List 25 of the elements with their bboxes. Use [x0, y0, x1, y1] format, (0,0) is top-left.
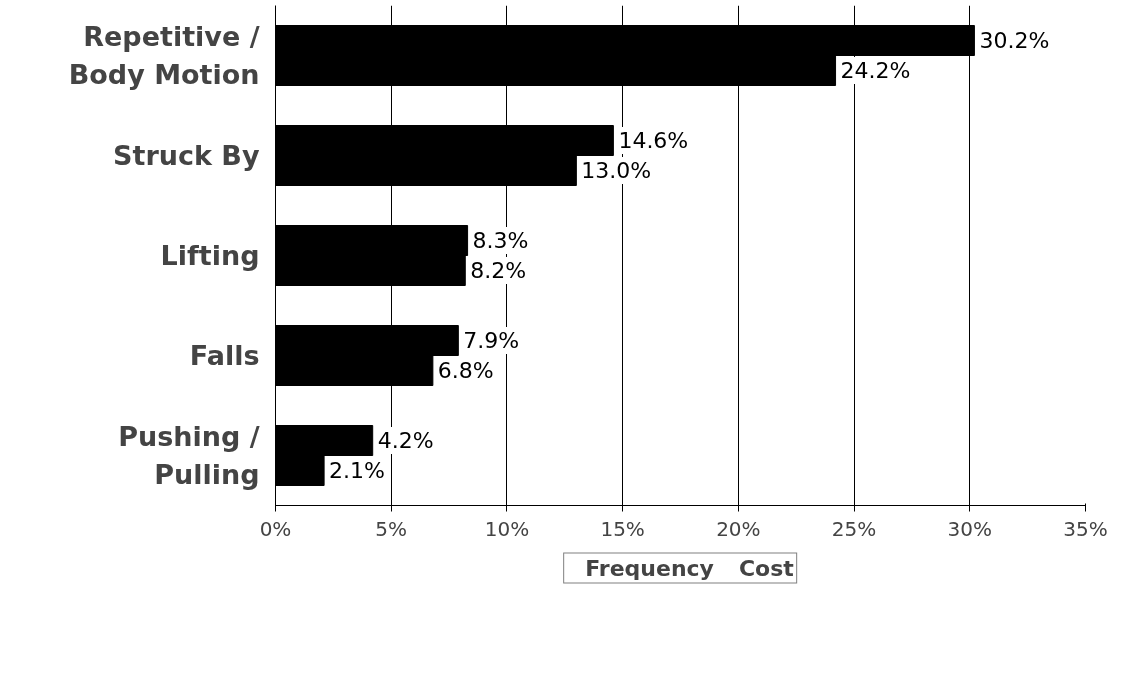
- data-label: 4.2%: [377, 428, 434, 453]
- x-tick-label: 10%: [484, 516, 530, 541]
- x-tick-label: 15%: [600, 516, 645, 541]
- x-tick-label: 20%: [716, 516, 761, 541]
- data-label: 2.1%: [329, 458, 386, 483]
- text: Frequency: [585, 555, 714, 581]
- x-tick-label: 5%: [375, 516, 408, 541]
- data-label: 14.6%: [618, 128, 689, 153]
- y-tick-label: Lifting: [160, 240, 260, 271]
- y-tick-label: Pushing / Pulling: [118, 421, 260, 490]
- x-tick-label: 25%: [831, 516, 877, 541]
- y-tick-label: Struck By: [113, 140, 260, 171]
- text: Cost: [738, 555, 794, 581]
- y-tick-label: Falls: [189, 340, 260, 371]
- data-label: 13.0%: [581, 158, 652, 183]
- data-label: 30.2%: [979, 28, 1050, 53]
- y-tick-label: Repetitive / Body Motion: [68, 21, 260, 90]
- x-tick-label: 35%: [1063, 516, 1108, 541]
- data-label: 8.3%: [472, 228, 529, 253]
- data-label: 6.8%: [437, 358, 494, 383]
- x-tick-label: 30%: [947, 516, 993, 541]
- data-label: 24.2%: [840, 58, 911, 83]
- x-tick-label: 0%: [259, 516, 292, 541]
- data-label: 7.9%: [463, 328, 520, 353]
- data-label: 8.2%: [470, 258, 527, 283]
